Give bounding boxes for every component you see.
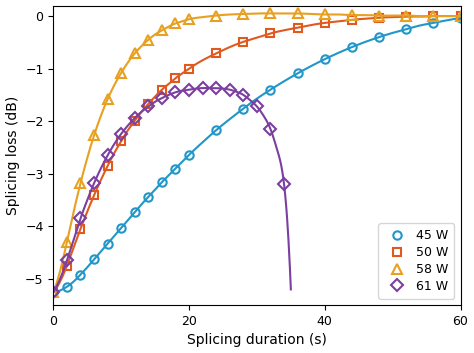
- 45 W: [322, 57, 328, 61]
- 50 W: [173, 76, 178, 80]
- 61 W: [240, 93, 246, 97]
- 58 W: [159, 28, 165, 32]
- 45 W: [403, 27, 409, 31]
- 58 W: [91, 133, 97, 138]
- 45 W: [132, 210, 137, 214]
- 61 W: [173, 90, 178, 94]
- 58 W: [146, 38, 151, 42]
- 50 W: [458, 14, 464, 18]
- 58 W: [268, 11, 273, 16]
- 61 W: [91, 181, 97, 185]
- 45 W: [105, 241, 110, 246]
- 50 W: [51, 290, 56, 294]
- 45 W: [186, 153, 192, 157]
- 61 W: [213, 86, 219, 90]
- 58 W: [376, 13, 382, 18]
- 58 W: [295, 11, 301, 16]
- 58 W: [132, 51, 137, 55]
- Line: 50 W: 50 W: [49, 12, 465, 296]
- 45 W: [268, 88, 273, 92]
- 45 W: [295, 71, 301, 76]
- 45 W: [458, 16, 464, 20]
- 61 W: [281, 182, 287, 186]
- 58 W: [349, 13, 355, 17]
- 58 W: [118, 71, 124, 75]
- 50 W: [91, 193, 97, 197]
- 50 W: [159, 88, 165, 92]
- 61 W: [227, 88, 233, 92]
- 50 W: [268, 31, 273, 36]
- 58 W: [105, 97, 110, 101]
- 45 W: [118, 226, 124, 230]
- 58 W: [78, 181, 83, 185]
- 45 W: [173, 166, 178, 170]
- 58 W: [403, 13, 409, 18]
- 50 W: [403, 14, 409, 19]
- 45 W: [51, 290, 56, 294]
- 50 W: [118, 139, 124, 143]
- 50 W: [64, 264, 70, 268]
- 50 W: [213, 51, 219, 55]
- 45 W: [64, 285, 70, 289]
- 50 W: [349, 18, 355, 22]
- 50 W: [295, 25, 301, 30]
- 50 W: [186, 66, 192, 71]
- Line: 45 W: 45 W: [49, 14, 465, 296]
- 61 W: [64, 258, 70, 263]
- 58 W: [173, 21, 178, 25]
- 61 W: [159, 96, 165, 100]
- 61 W: [146, 104, 151, 109]
- 61 W: [132, 116, 137, 120]
- 61 W: [254, 104, 260, 109]
- Y-axis label: Splicing loss (dB): Splicing loss (dB): [6, 96, 19, 215]
- 58 W: [213, 13, 219, 18]
- 61 W: [200, 86, 205, 90]
- 50 W: [132, 119, 137, 123]
- 45 W: [349, 45, 355, 49]
- 45 W: [213, 128, 219, 132]
- 45 W: [146, 195, 151, 199]
- 50 W: [78, 227, 83, 231]
- 61 W: [186, 88, 192, 92]
- 58 W: [430, 14, 436, 18]
- 58 W: [458, 14, 464, 18]
- 61 W: [105, 153, 110, 157]
- 58 W: [64, 240, 70, 244]
- 61 W: [268, 127, 273, 131]
- Legend: 45 W, 50 W, 58 W, 61 W: 45 W, 50 W, 58 W, 61 W: [378, 223, 454, 299]
- X-axis label: Splicing duration (s): Splicing duration (s): [187, 334, 327, 347]
- 58 W: [51, 290, 56, 294]
- Line: 61 W: 61 W: [49, 84, 288, 296]
- 45 W: [240, 107, 246, 111]
- 61 W: [51, 290, 56, 294]
- 61 W: [118, 132, 124, 136]
- 50 W: [322, 21, 328, 25]
- 58 W: [322, 12, 328, 17]
- 58 W: [186, 17, 192, 21]
- 50 W: [240, 40, 246, 44]
- 50 W: [105, 164, 110, 168]
- 50 W: [376, 16, 382, 20]
- 45 W: [159, 180, 165, 184]
- 45 W: [430, 21, 436, 25]
- 61 W: [78, 216, 83, 221]
- 50 W: [146, 102, 151, 106]
- 58 W: [240, 12, 246, 16]
- 45 W: [78, 273, 83, 277]
- 50 W: [430, 14, 436, 18]
- 45 W: [376, 35, 382, 39]
- 45 W: [91, 257, 97, 262]
- Line: 58 W: 58 W: [48, 8, 465, 297]
